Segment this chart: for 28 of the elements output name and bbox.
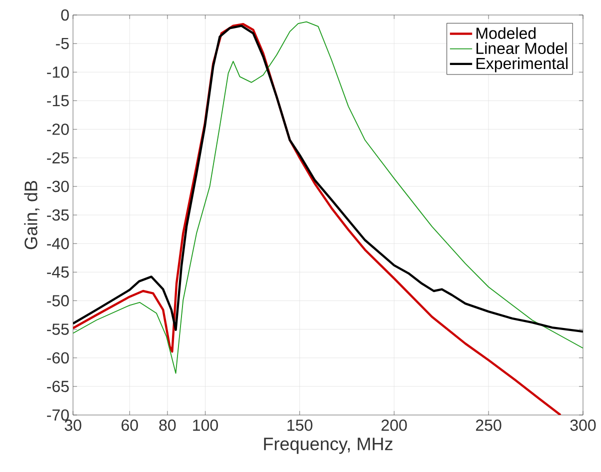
x-tick-label: 60 (122, 420, 138, 431)
legend-label: Linear Model (476, 42, 567, 54)
y-tick-label: -5 (56, 38, 69, 50)
y-tick-label: 0 (61, 9, 69, 21)
x-tick-label: 80 (159, 420, 176, 431)
y-tick-label: -55 (47, 324, 69, 335)
y-tick-label: -20 (47, 124, 69, 135)
y-tick-label: -60 (47, 352, 69, 364)
x-axis-title: Frequency, MHz (264, 438, 392, 454)
y-tick-label: -10 (47, 66, 69, 78)
y-tick-label: -70 (47, 409, 69, 421)
x-tick-label: 300 (570, 420, 596, 431)
legend-label: Experimental (476, 57, 568, 72)
y-axis-title: Gain, dB (24, 180, 40, 250)
legend-label: Modeled (476, 27, 536, 39)
x-tick-label: 30 (64, 420, 82, 431)
y-tick-label: -15 (47, 95, 69, 106)
y-tick-label: -30 (47, 180, 69, 192)
y-tick-label: -40 (47, 238, 69, 250)
y-tick-label: -25 (47, 152, 69, 164)
x-tick-label: 150 (288, 420, 312, 431)
x-tick-label: 250 (476, 420, 502, 431)
y-tick-label: -45 (47, 266, 69, 278)
y-tick-label: -35 (47, 209, 69, 221)
x-tick-label: 100 (193, 420, 218, 431)
x-tick-label: 200 (382, 420, 407, 431)
y-tick-label: -50 (47, 295, 69, 306)
y-tick-label: -65 (47, 380, 69, 392)
